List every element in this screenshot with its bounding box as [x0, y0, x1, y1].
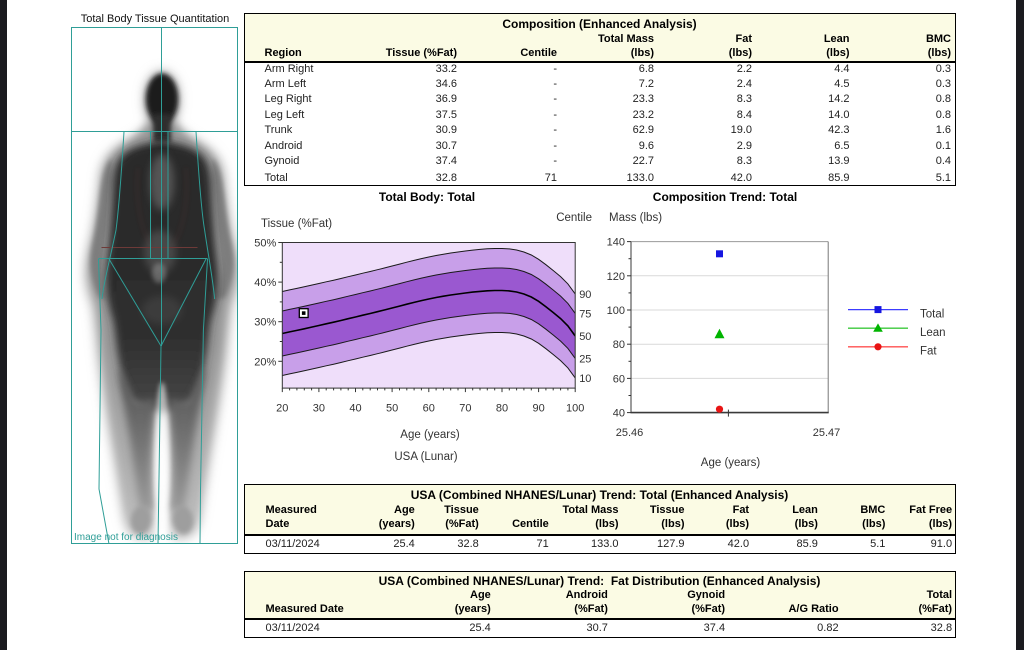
svg-text:Mass (lbs): Mass (lbs)	[609, 212, 662, 224]
svg-text:Image not for diagnosis: Image not for diagnosis	[74, 532, 178, 543]
svg-text:30: 30	[313, 403, 325, 415]
svg-text:20: 20	[276, 403, 288, 415]
svg-text:25.46: 25.46	[616, 427, 644, 439]
svg-text:40: 40	[349, 403, 361, 415]
svg-text:40: 40	[613, 408, 625, 420]
svg-text:60: 60	[613, 373, 625, 385]
svg-text:20%: 20%	[254, 356, 276, 368]
svg-text:30%: 30%	[254, 317, 276, 329]
svg-text:Fat: Fat	[920, 346, 937, 358]
svg-text:90: 90	[532, 403, 544, 415]
svg-text:10: 10	[579, 373, 591, 385]
svg-text:25.47: 25.47	[813, 427, 841, 439]
svg-text:Age (years): Age (years)	[400, 429, 460, 441]
svg-text:50%: 50%	[254, 238, 276, 250]
svg-text:Tissue (%Fat): Tissue (%Fat)	[261, 218, 332, 230]
svg-text:80: 80	[613, 339, 625, 351]
svg-text:80: 80	[496, 403, 508, 415]
svg-text:Lean: Lean	[920, 327, 946, 339]
svg-text:70: 70	[459, 403, 471, 415]
svg-text:Centile: Centile	[556, 212, 592, 224]
svg-text:Age (years): Age (years)	[701, 457, 761, 469]
svg-text:40%: 40%	[254, 277, 276, 289]
svg-text:USA (Lunar): USA (Lunar)	[394, 451, 457, 463]
svg-text:120: 120	[607, 271, 625, 283]
svg-text:75: 75	[579, 309, 591, 321]
svg-text:90: 90	[579, 289, 591, 301]
svg-text:Total: Total	[920, 309, 944, 321]
svg-text:140: 140	[607, 237, 625, 249]
svg-text:100: 100	[607, 305, 625, 317]
svg-text:50: 50	[579, 331, 591, 343]
svg-text:25: 25	[579, 354, 591, 366]
svg-text:100: 100	[566, 403, 584, 415]
svg-text:60: 60	[423, 403, 435, 415]
svg-text:50: 50	[386, 403, 398, 415]
